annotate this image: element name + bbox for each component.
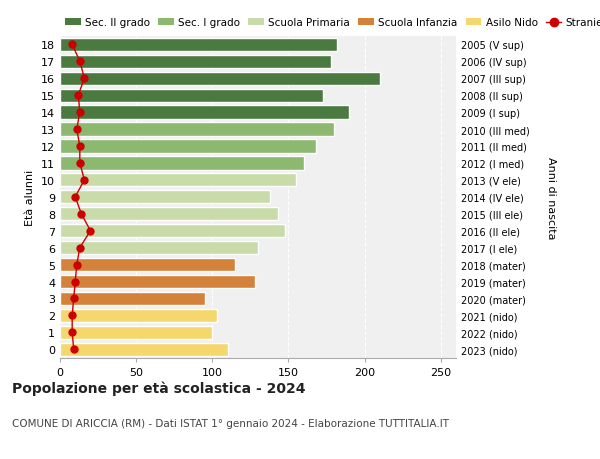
Legend: Sec. II grado, Sec. I grado, Scuola Primaria, Scuola Infanzia, Asilo Nido, Stran: Sec. II grado, Sec. I grado, Scuola Prim… [65,18,600,28]
Y-axis label: Anni di nascita: Anni di nascita [546,156,556,239]
Bar [60,309,217,322]
Bar [60,174,296,187]
Bar [60,343,227,356]
Text: COMUNE DI ARICCIA (RM) - Dati ISTAT 1° gennaio 2024 - Elaborazione TUTTITALIA.IT: COMUNE DI ARICCIA (RM) - Dati ISTAT 1° g… [12,418,449,428]
Bar [60,207,278,221]
Bar [60,106,349,119]
Bar [60,241,258,255]
Bar [60,275,255,289]
Bar [60,56,331,69]
Bar [60,90,323,102]
Bar [60,123,334,136]
Bar [60,326,212,339]
Bar [60,73,380,85]
Bar [60,292,205,305]
Bar [60,191,270,204]
Bar [60,157,304,170]
Bar [60,258,235,272]
Text: Popolazione per età scolastica - 2024: Popolazione per età scolastica - 2024 [12,381,305,396]
Bar [60,140,316,153]
Y-axis label: Età alunni: Età alunni [25,169,35,225]
Bar [60,39,337,52]
Bar [60,224,286,238]
